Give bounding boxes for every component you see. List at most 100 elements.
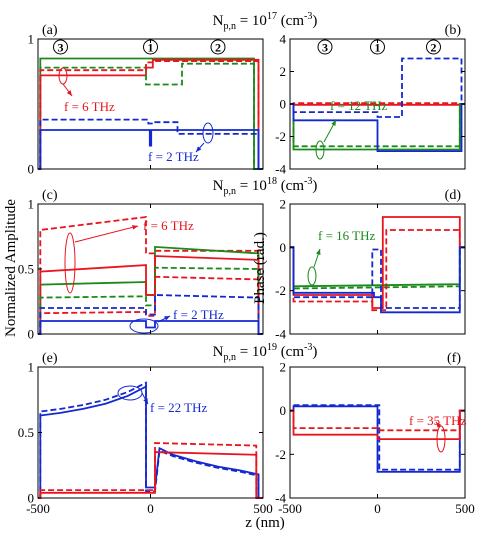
series-line-d-5 xyxy=(290,246,465,309)
annotation-label: f = 2 THz xyxy=(148,149,199,164)
series-line-e-0 xyxy=(38,385,263,499)
annotation-arrowhead xyxy=(196,146,202,152)
series-line-d-3 xyxy=(290,229,465,312)
x-tick-label: 0 xyxy=(147,501,154,516)
row-title: Np,n = 1019 (cm-3) xyxy=(213,342,318,363)
x-tick-label: 500 xyxy=(455,501,475,516)
row-title-close: ) xyxy=(312,13,317,29)
row-title-unit-exponent: -3 xyxy=(304,342,312,353)
y-tick-label: 1 xyxy=(28,360,35,375)
row-title: Np,n = 1018 (cm-3) xyxy=(213,176,318,197)
x-tick-label: -500 xyxy=(278,501,302,516)
series-line-b-5 xyxy=(290,57,465,118)
row-title-close: ) xyxy=(312,178,317,194)
row-title-close: ) xyxy=(312,344,317,360)
region-marker-circle xyxy=(426,39,441,55)
axes-frame-d xyxy=(289,203,466,335)
row-title-base: N xyxy=(213,13,224,29)
row-title-unit: (cm xyxy=(277,178,304,194)
annotation-ellipse xyxy=(64,232,76,294)
y-tick-label: -4 xyxy=(275,327,286,342)
y-tick-label: 0 xyxy=(28,491,35,506)
y-tick-label: 0 xyxy=(280,97,287,112)
x-tick-label: -500 xyxy=(26,501,50,516)
y-tick-label: 0 xyxy=(280,403,287,418)
annotation-label: f = 6 THz xyxy=(143,218,194,233)
axes-frame-e xyxy=(37,366,264,499)
region-marker-label: 2 xyxy=(215,41,221,55)
series-line-a-5 xyxy=(38,118,263,170)
plot-lines-layer xyxy=(38,57,465,499)
row-title-base: N xyxy=(213,344,224,360)
region-marker-label: 1 xyxy=(375,41,381,55)
annotation-layer xyxy=(58,67,446,453)
series-line-d-4 xyxy=(290,246,465,314)
region-marker-circle xyxy=(53,39,68,55)
row-title-base: N xyxy=(213,178,224,194)
row-title-eq: = 10 xyxy=(236,178,267,194)
region-marker-label: 2 xyxy=(431,41,437,55)
y-tick-label: 2 xyxy=(280,197,287,212)
region-marker-label: 1 xyxy=(148,41,154,55)
annotation-label: f = 2 THz xyxy=(173,307,224,322)
row-title-unit: (cm xyxy=(277,13,304,29)
annotation-arrow-line xyxy=(74,225,139,243)
x-tick-label: 0 xyxy=(374,501,381,516)
series-line-e-3 xyxy=(38,442,263,499)
annotation-ellipse xyxy=(202,122,214,144)
y-tick-label: -4 xyxy=(275,491,286,506)
series-line-e-2 xyxy=(38,451,263,499)
series-line-c-5 xyxy=(38,294,263,335)
y-axis-label-right: Phase (rad.) xyxy=(252,232,268,304)
axes-frames-layer xyxy=(37,38,466,499)
row-title-subscript: p,n xyxy=(223,21,236,32)
row-title-eq: = 10 xyxy=(236,13,267,29)
series-line-e-1 xyxy=(38,381,263,499)
panel-label: (a) xyxy=(42,23,58,38)
row-title: Np,n = 1017 (cm-3) xyxy=(213,11,318,32)
x-axis-label: z (nm) xyxy=(245,515,285,531)
row-title-exponent: 18 xyxy=(267,176,277,187)
row-title-subscript: p,n xyxy=(223,186,236,197)
row-title-exponent: 19 xyxy=(267,342,277,353)
y-tick-label: 1 xyxy=(28,32,35,47)
text-layer: 3 1 201(a)3 1 2-4-2024(b)00.51(c)-4-202(d)00… xyxy=(3,11,475,531)
panel-label: (c) xyxy=(42,188,58,203)
region-marker-circle xyxy=(317,39,333,55)
panel-label: (e) xyxy=(42,351,58,366)
annotation-ellipse xyxy=(307,266,317,286)
series-line-a-2 xyxy=(38,62,263,170)
x-tick-label: 500 xyxy=(253,501,273,516)
y-tick-label: 4 xyxy=(280,32,287,47)
y-tick-label: 0 xyxy=(28,327,35,342)
y-tick-label: 2 xyxy=(280,64,287,79)
annotation-ellipse xyxy=(436,425,446,453)
series-line-a-3 xyxy=(38,60,263,170)
row-title-subscript: p,n xyxy=(223,352,236,363)
row-title-unit-exponent: -3 xyxy=(304,11,312,22)
annotation-label: f = 16 THz xyxy=(318,228,376,243)
row-title-exponent: 17 xyxy=(267,11,277,22)
annotation-arrowhead xyxy=(436,422,442,428)
annotation-arrowhead xyxy=(132,225,138,230)
annotation-arrowhead xyxy=(164,316,170,321)
series-line-c-2 xyxy=(38,255,263,335)
annotation-arrowhead xyxy=(143,398,148,404)
y-tick-label: 1 xyxy=(28,197,35,212)
region-marker-label: 3 xyxy=(58,41,64,55)
y-tick-label: 0 xyxy=(28,162,35,177)
panel-label: (b) xyxy=(445,23,462,38)
y-tick-label: -2 xyxy=(275,129,286,144)
y-tick-label: 0.5 xyxy=(18,262,34,277)
y-tick-label: 0 xyxy=(280,240,287,255)
panel-label: (d) xyxy=(445,188,462,203)
y-tick-label: -4 xyxy=(275,162,286,177)
annotation-ellipse xyxy=(315,140,325,160)
row-title-eq: = 10 xyxy=(236,344,267,360)
region-marker-label: 3 xyxy=(322,41,328,55)
annotation-label: f = 22 THz xyxy=(150,400,208,415)
annotation-label: f = 12 THz xyxy=(330,98,388,113)
series-line-b-4 xyxy=(290,103,465,153)
annotation-arrowhead xyxy=(316,249,321,255)
